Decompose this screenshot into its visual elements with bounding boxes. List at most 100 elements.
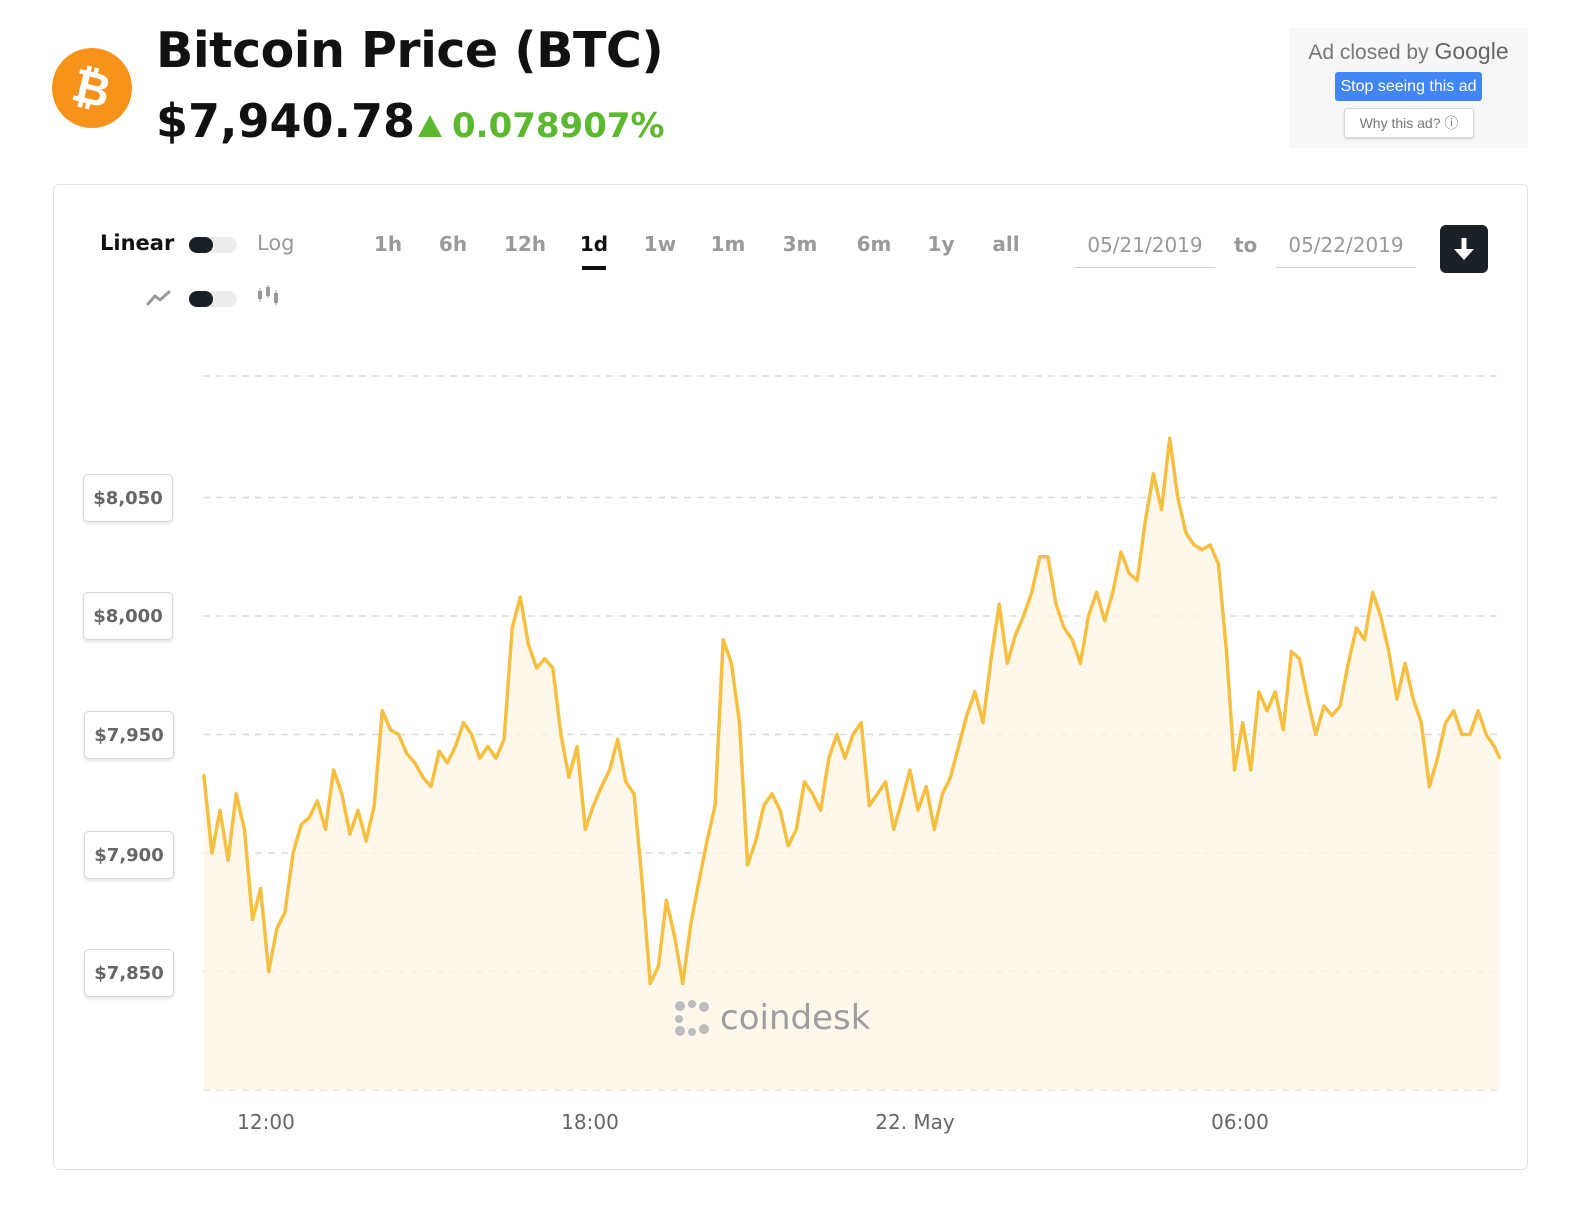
- price-point: [470, 733, 473, 736]
- price-point: [1371, 591, 1374, 594]
- range-1m[interactable]: 1m: [710, 232, 746, 256]
- price-point: [438, 749, 441, 753]
- coindesk-wordmark: coindesk: [720, 998, 871, 1038]
- price-point: [665, 899, 668, 902]
- price-point: [916, 809, 920, 812]
- price-point: [535, 666, 538, 670]
- download-arrow-icon: [1454, 238, 1474, 260]
- price-point: [1403, 662, 1407, 665]
- price-point: [1476, 709, 1480, 712]
- chart-type-toggle[interactable]: [189, 291, 237, 307]
- price-point: [689, 922, 692, 926]
- price-point: [803, 780, 806, 784]
- line-chart-icon[interactable]: [146, 289, 172, 307]
- price-point: [860, 721, 863, 724]
- range-6m[interactable]: 6m: [856, 232, 892, 256]
- price-point: [364, 839, 368, 843]
- price-point: [973, 690, 977, 693]
- price-point: [584, 828, 587, 831]
- price-point: [1274, 690, 1277, 693]
- price-point: [730, 662, 733, 665]
- date-from-input[interactable]: 05/21/2019: [1087, 233, 1203, 257]
- price-point: [235, 792, 238, 795]
- price-point: [1322, 704, 1326, 708]
- price-point: [981, 721, 985, 724]
- price-point: [1468, 733, 1472, 736]
- price-point: [1030, 591, 1033, 594]
- price-point: [770, 792, 774, 795]
- date-to-label: to: [1234, 233, 1258, 257]
- price-point: [811, 792, 814, 795]
- scale-toggle-knob: [189, 237, 213, 253]
- date-from-underline: [1075, 267, 1215, 268]
- price-point: [900, 799, 903, 803]
- price-point: [876, 792, 879, 795]
- date-to-input[interactable]: 05/22/2019: [1288, 233, 1404, 257]
- price-point: [446, 761, 449, 765]
- price-point: [1136, 579, 1139, 582]
- price-point: [1095, 591, 1098, 594]
- scale-linear-label[interactable]: Linear: [100, 231, 175, 255]
- range-6h[interactable]: 6h: [438, 232, 468, 256]
- price-point: [754, 839, 757, 843]
- price-point: [202, 773, 205, 776]
- x-tick-label: 06:00: [1211, 1110, 1269, 1134]
- price-point: [1184, 531, 1188, 535]
- price-point: [243, 828, 246, 831]
- stop-seeing-ad-button[interactable]: Stop seeing this ad: [1335, 72, 1482, 101]
- range-all[interactable]: all: [992, 232, 1020, 256]
- price-point: [348, 832, 352, 836]
- price-point: [1265, 709, 1269, 712]
- price-point: [462, 721, 465, 724]
- price-point: [843, 757, 847, 760]
- price-point: [1485, 733, 1488, 736]
- candlestick-icon[interactable]: [256, 285, 280, 307]
- price-point: [608, 768, 611, 772]
- range-3m[interactable]: 3m: [782, 232, 818, 256]
- price-point: [1257, 690, 1261, 693]
- price-point: [291, 851, 295, 855]
- price-point: [511, 626, 514, 630]
- price-point: [1428, 785, 1431, 788]
- price-point: [1062, 626, 1066, 630]
- x-tick-label: 12:00: [237, 1110, 295, 1134]
- price-point: [567, 776, 571, 779]
- range-1d[interactable]: 1d: [579, 232, 609, 256]
- download-button[interactable]: [1440, 225, 1488, 273]
- scale-log-label[interactable]: Log: [257, 231, 295, 255]
- scale-toggle[interactable]: [189, 237, 237, 253]
- price-point: [1233, 768, 1236, 772]
- price-point: [1022, 614, 1025, 618]
- range-1h[interactable]: 1h: [373, 232, 403, 256]
- google-brand: Google: [1434, 38, 1509, 64]
- price-point: [543, 657, 546, 660]
- price-point: [300, 823, 303, 826]
- price-point: [681, 982, 684, 985]
- range-1w[interactable]: 1w: [643, 232, 677, 256]
- price-point: [486, 745, 490, 748]
- price-point: [1412, 697, 1415, 701]
- price-point: [1192, 543, 1196, 547]
- price-point: [259, 887, 262, 890]
- price-point: [1046, 555, 1050, 558]
- price-point: [373, 804, 376, 807]
- price-point: [1079, 662, 1082, 665]
- why-this-ad-button[interactable]: Why this ad? ⓘ: [1344, 108, 1474, 138]
- range-1y[interactable]: 1y: [927, 232, 955, 256]
- price-point: [1217, 562, 1220, 566]
- price-point: [640, 880, 644, 883]
- price-point: [389, 728, 392, 731]
- price-point: [575, 745, 579, 748]
- triangle-up-icon: [418, 115, 442, 137]
- y-tick-label: $7,950: [84, 711, 174, 759]
- price-point: [1054, 602, 1058, 606]
- coindesk-logo-icon: [675, 1000, 709, 1036]
- price-point: [1387, 650, 1391, 653]
- price-point: [949, 776, 952, 779]
- page-title: Bitcoin Price (BTC): [156, 22, 664, 79]
- price-point: [827, 757, 830, 760]
- price-point: [1038, 555, 1042, 558]
- price-point: [624, 780, 627, 784]
- range-12h[interactable]: 12h: [503, 232, 547, 256]
